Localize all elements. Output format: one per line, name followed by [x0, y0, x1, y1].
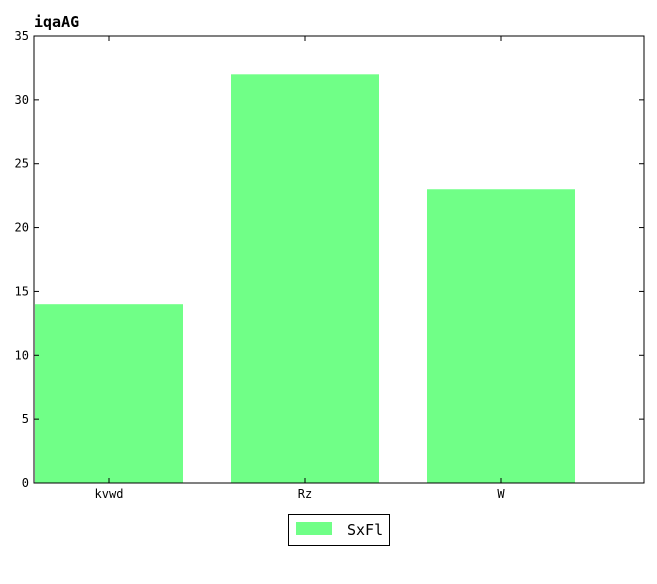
bars-group — [35, 74, 575, 483]
legend-swatch — [296, 522, 332, 535]
y-tick-label-20: 20 — [15, 221, 29, 235]
chart-title: iqaAG — [34, 13, 79, 31]
x-tick-label-kvwd: kvwd — [95, 487, 124, 501]
y-tick-label-0: 0 — [22, 476, 29, 490]
y-tick-label-30: 30 — [15, 93, 29, 107]
bar-w — [427, 189, 575, 483]
x-tick-label-rz: Rz — [298, 487, 312, 501]
legend-label: SxFl — [347, 521, 383, 539]
y-tick-label-25: 25 — [15, 157, 29, 171]
y-tick-label-15: 15 — [15, 284, 29, 298]
bar-rz — [231, 74, 379, 483]
y-tick-label-5: 5 — [22, 412, 29, 426]
legend: SxFl — [289, 515, 390, 546]
y-tick-label-35: 35 — [15, 29, 29, 43]
x-tick-label-w: W — [497, 487, 505, 501]
bar-kvwd — [35, 304, 183, 483]
y-tick-label-10: 10 — [15, 348, 29, 362]
